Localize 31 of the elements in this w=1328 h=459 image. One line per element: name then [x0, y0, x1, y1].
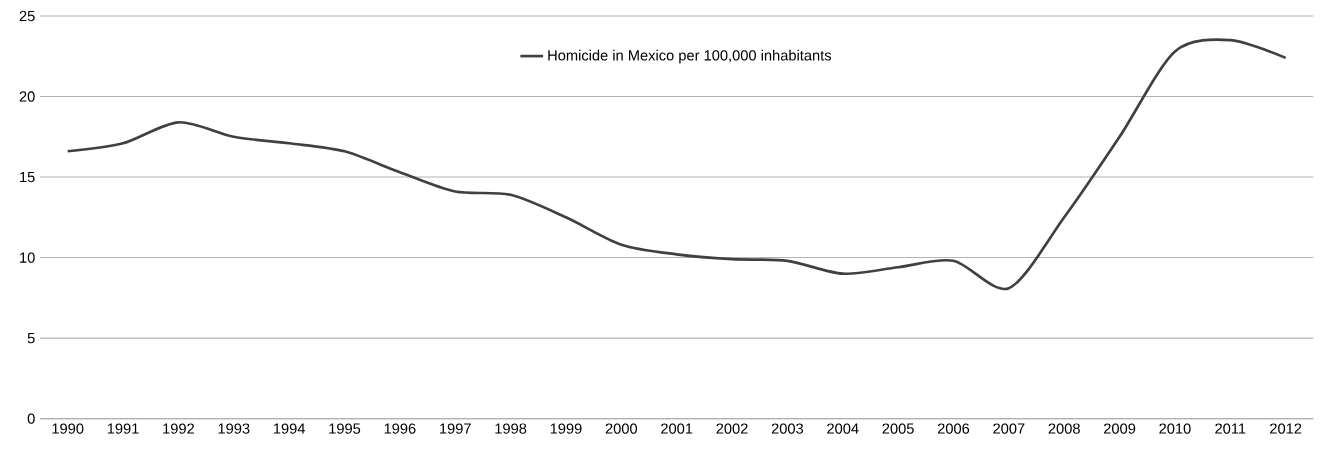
- x-tick-label: 1998: [495, 423, 527, 434]
- x-tick-label: 2012: [1270, 423, 1302, 434]
- x-tick-label: 2007: [993, 423, 1025, 434]
- line-series: [66, 38, 1287, 291]
- x-tick-label: 2010: [1159, 423, 1191, 434]
- y-tick-label: 10: [20, 252, 35, 263]
- x-tick-label: 2009: [1103, 423, 1136, 434]
- x-tick-label: 2002: [716, 423, 748, 434]
- y-tick-label: 5: [27, 333, 35, 344]
- x-tick-label: 2004: [827, 423, 859, 434]
- x-tick-label: 1990: [52, 423, 84, 434]
- legend-label: Homicide in Mexico per 100,000 inhabitants: [548, 49, 832, 64]
- x-tick-label: 2006: [937, 423, 970, 434]
- x-tick-label: 2005: [882, 423, 914, 434]
- x-tick-label: 1997: [440, 423, 471, 434]
- y-tick-label: 0: [27, 413, 35, 425]
- y-tick-label: 25: [19, 10, 35, 22]
- x-tick-label: 2001: [661, 423, 693, 434]
- y-tick-label: 20: [19, 91, 35, 102]
- x-tick-label: 2000: [605, 423, 638, 434]
- x-tick-label: 1995: [329, 423, 361, 434]
- y-tick-label: 15: [20, 172, 35, 183]
- x-tick-label: 2003: [771, 423, 804, 434]
- x-tick-label: 1991: [107, 423, 139, 434]
- x-tick-label: 1999: [550, 423, 582, 434]
- x-tick-label: 1994: [273, 423, 305, 434]
- x-tick-label: 1996: [384, 423, 416, 434]
- x-tick-label: 1993: [218, 423, 250, 434]
- x-tick-label: 2011: [1215, 423, 1246, 434]
- x-tick-label: 1992: [163, 423, 194, 434]
- x-tick-label: 2008: [1048, 423, 1080, 434]
